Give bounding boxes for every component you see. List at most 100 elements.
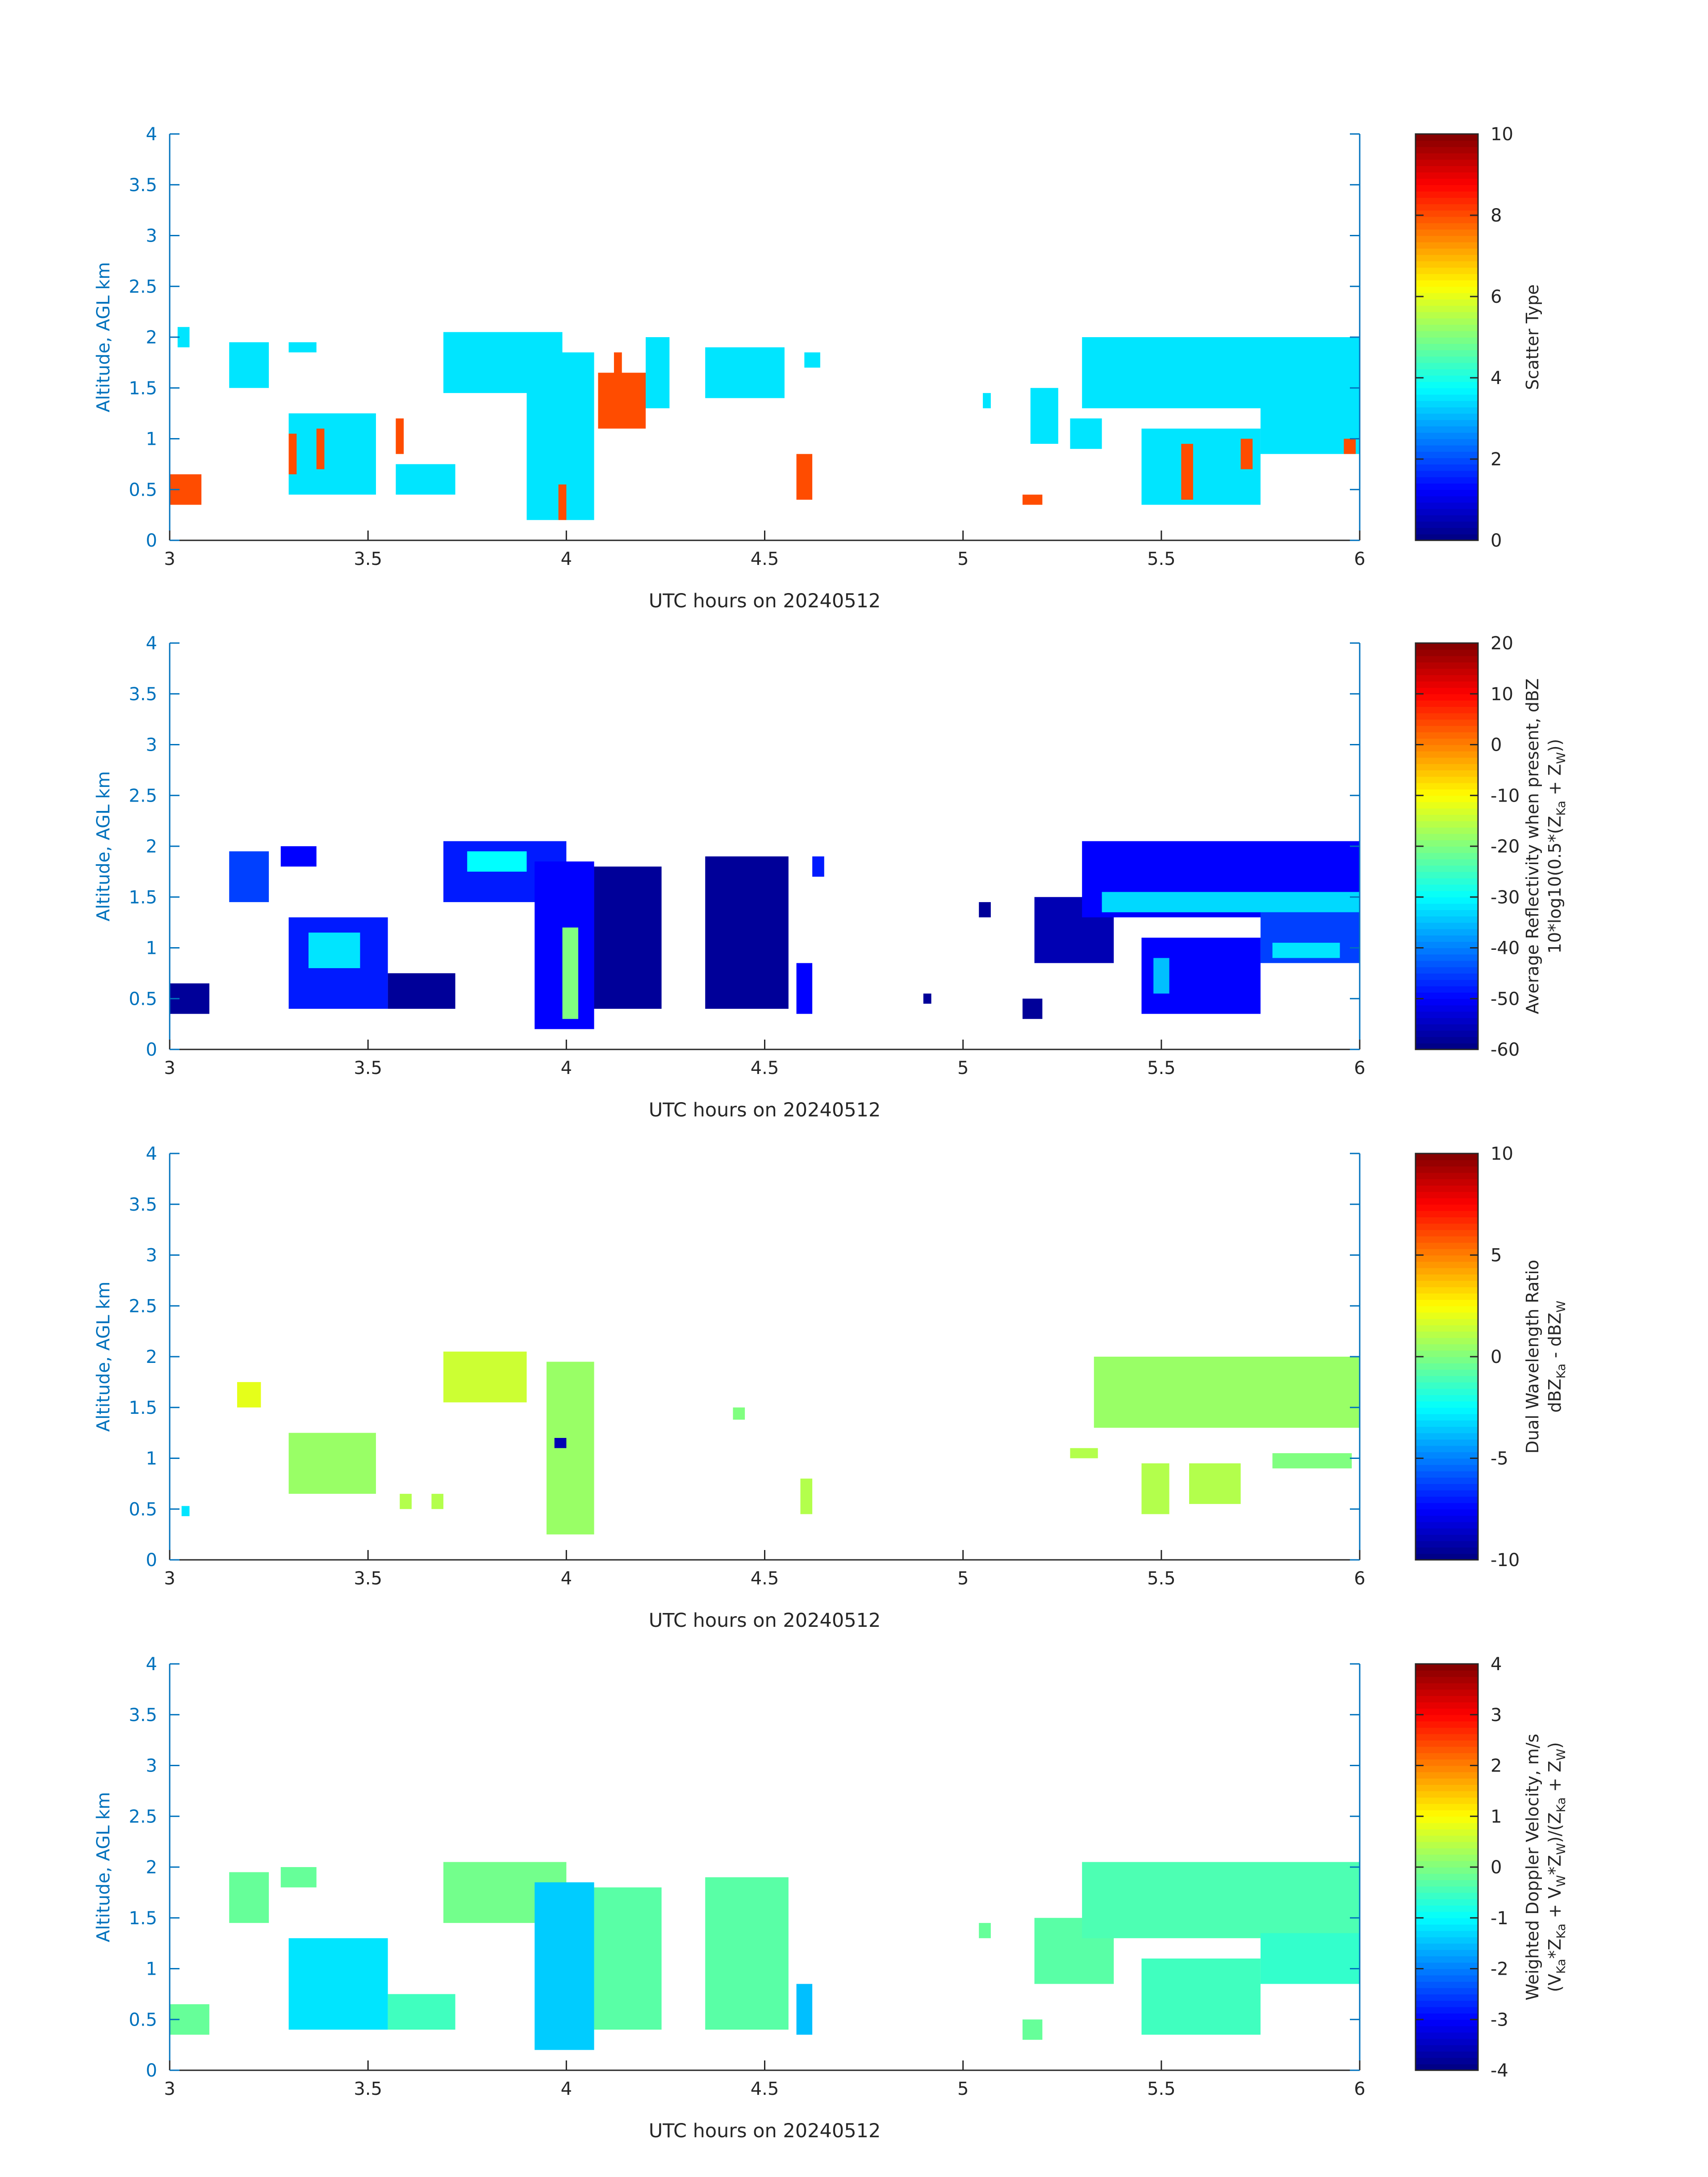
colorbar-segment	[1416, 802, 1478, 809]
colorbar-segment	[1416, 2045, 1478, 2052]
x-tick-label: 5.5	[1147, 1058, 1176, 1078]
heatmap-region-16	[796, 454, 813, 500]
heatmap-region-1	[237, 1382, 261, 1408]
colorbar-segment	[1416, 330, 1478, 338]
colorbar-segment	[1416, 337, 1478, 344]
colorbar-segment	[1416, 757, 1478, 764]
colorbar-segment	[1416, 1509, 1478, 1516]
colorbar-segment	[1416, 2006, 1478, 2014]
colorbar-segment	[1416, 1528, 1478, 1535]
colorbar-segment	[1416, 1382, 1478, 1389]
heatmap-region-9	[562, 928, 578, 1019]
heatmap-region-11	[1094, 1357, 1360, 1428]
colorbar-tick-label: 10	[1491, 1144, 1513, 1164]
colorbar-segment	[1416, 1312, 1478, 1319]
heatmap-region-14	[923, 993, 931, 1004]
colorbar-label-subscript: Ka	[1554, 1797, 1568, 1813]
x-tick-label: 4.5	[751, 2079, 779, 2099]
colorbar-segment	[1416, 235, 1478, 242]
colorbar-segment	[1416, 859, 1478, 866]
colorbar-segment	[1416, 1734, 1478, 1741]
colorbar-segment	[1416, 1702, 1478, 1709]
heatmap-region-1	[229, 851, 269, 903]
heatmap-region-3	[288, 342, 317, 353]
heatmap-region-0	[181, 1506, 190, 1517]
colorbar-segment	[1416, 1293, 1478, 1300]
colorbar-segment	[1416, 1236, 1478, 1243]
colorbar-segment	[1416, 1011, 1478, 1018]
colorbar-segment	[1416, 2019, 1478, 2027]
heatmap-region-4	[308, 932, 360, 968]
y-tick-label: 0.5	[129, 480, 157, 500]
colorbar-segment	[1416, 1280, 1478, 1287]
colorbar-segment	[1416, 1803, 1478, 1810]
x-tick-label: 6	[1354, 1058, 1365, 1078]
heatmap-cells	[181, 1351, 1360, 1535]
y-tick-label: 1.5	[129, 887, 157, 908]
colorbar-segment	[1416, 821, 1478, 828]
colorbar-segment	[1416, 662, 1478, 669]
colorbar-segment	[1416, 496, 1478, 503]
colorbar-segment	[1416, 973, 1478, 980]
x-axis-label: UTC hours on 20240512	[649, 2120, 881, 2142]
x-tick-label: 5	[957, 1058, 969, 1078]
colorbar-segment	[1416, 1740, 1478, 1747]
colorbar-segment	[1416, 515, 1478, 522]
colorbar-tick-label: -50	[1491, 989, 1520, 1009]
x-tick-label: 6	[1354, 549, 1365, 569]
colorbar-segment	[1416, 280, 1478, 287]
colorbar-segment	[1416, 928, 1478, 936]
y-tick-label: 4	[146, 633, 157, 654]
colorbar-segment	[1416, 2057, 1478, 2064]
colorbar-segment	[1416, 318, 1478, 325]
colorbar-segment	[1416, 738, 1478, 745]
colorbar-segment	[1416, 789, 1478, 796]
colorbar-segment	[1416, 159, 1478, 166]
colorbar-tick-label: 0	[1491, 531, 1502, 551]
colorbar-segment	[1416, 534, 1478, 541]
y-tick-label: 4	[146, 1144, 157, 1164]
colorbar-segment	[1416, 223, 1478, 230]
colorbar-segment	[1416, 1433, 1478, 1440]
heatmap-region-2	[280, 846, 317, 867]
colorbar-label-part: + Z	[1545, 1761, 1565, 1797]
colorbar-segment	[1416, 1515, 1478, 1522]
colorbar-segment	[1416, 210, 1478, 217]
colorbar-segment	[1416, 1778, 1478, 1785]
heatmap-region-10	[1070, 1448, 1098, 1458]
colorbar-segment	[1416, 1962, 1478, 1969]
colorbar-segment	[1416, 1547, 1478, 1554]
y-tick-label: 2.5	[129, 786, 157, 806]
heatmap-region-8	[396, 418, 404, 454]
heatmap-region-13	[1189, 1463, 1241, 1504]
y-tick-label: 0	[146, 1040, 157, 1060]
colorbar-tick-label: 10	[1491, 124, 1513, 145]
colorbar-segment	[1416, 1676, 1478, 1684]
x-tick-label: 5	[957, 549, 969, 569]
colorbar-segment	[1416, 1791, 1478, 1798]
colorbar-segment	[1416, 292, 1478, 300]
x-tick-label: 5.5	[1147, 549, 1176, 569]
colorbar-segment	[1416, 1210, 1478, 1217]
colorbar-segment	[1416, 1401, 1478, 1408]
heatmap-region-19	[1102, 892, 1360, 912]
colorbar-segment	[1416, 1772, 1478, 1779]
colorbar-label-part: *Z	[1545, 1939, 1565, 1959]
colorbar-segment	[1416, 2064, 1478, 2071]
colorbar-label-line1: Dual Wavelength Ratio	[1523, 1260, 1542, 1454]
colorbar-segment	[1416, 261, 1478, 268]
colorbar-segment	[1416, 191, 1478, 198]
colorbar-label-part: + V	[1545, 1887, 1565, 1923]
colorbar-segment	[1416, 1842, 1478, 1849]
panel-scatter-type: 3 3.5 4 4.5 5 5.5 6 0 0.5 1 1.5 2 2.5 3 3.5 4 UTC hours …	[93, 124, 1542, 612]
colorbar-segment	[1416, 1956, 1478, 1963]
panel-dual-wavelength-ratio: 3 3.5 4 4.5 5 5.5 6 0 0.5 1 1.5 2 2.5 3 3.5 4 UTC hours …	[93, 1144, 1568, 1632]
heatmap-region-5	[388, 973, 455, 1009]
colorbar-label-subscript: W	[1554, 1301, 1568, 1313]
colorbar-label-line2: 10*log10(0.5*(ZKa + ZW))	[1545, 739, 1568, 954]
colorbar-segment	[1416, 1306, 1478, 1313]
colorbar-segment	[1416, 643, 1478, 650]
y-tick-label: 2	[146, 1857, 157, 1878]
heatmap-region-14	[1272, 1453, 1352, 1469]
y-tick-label: 1.5	[129, 1398, 157, 1418]
